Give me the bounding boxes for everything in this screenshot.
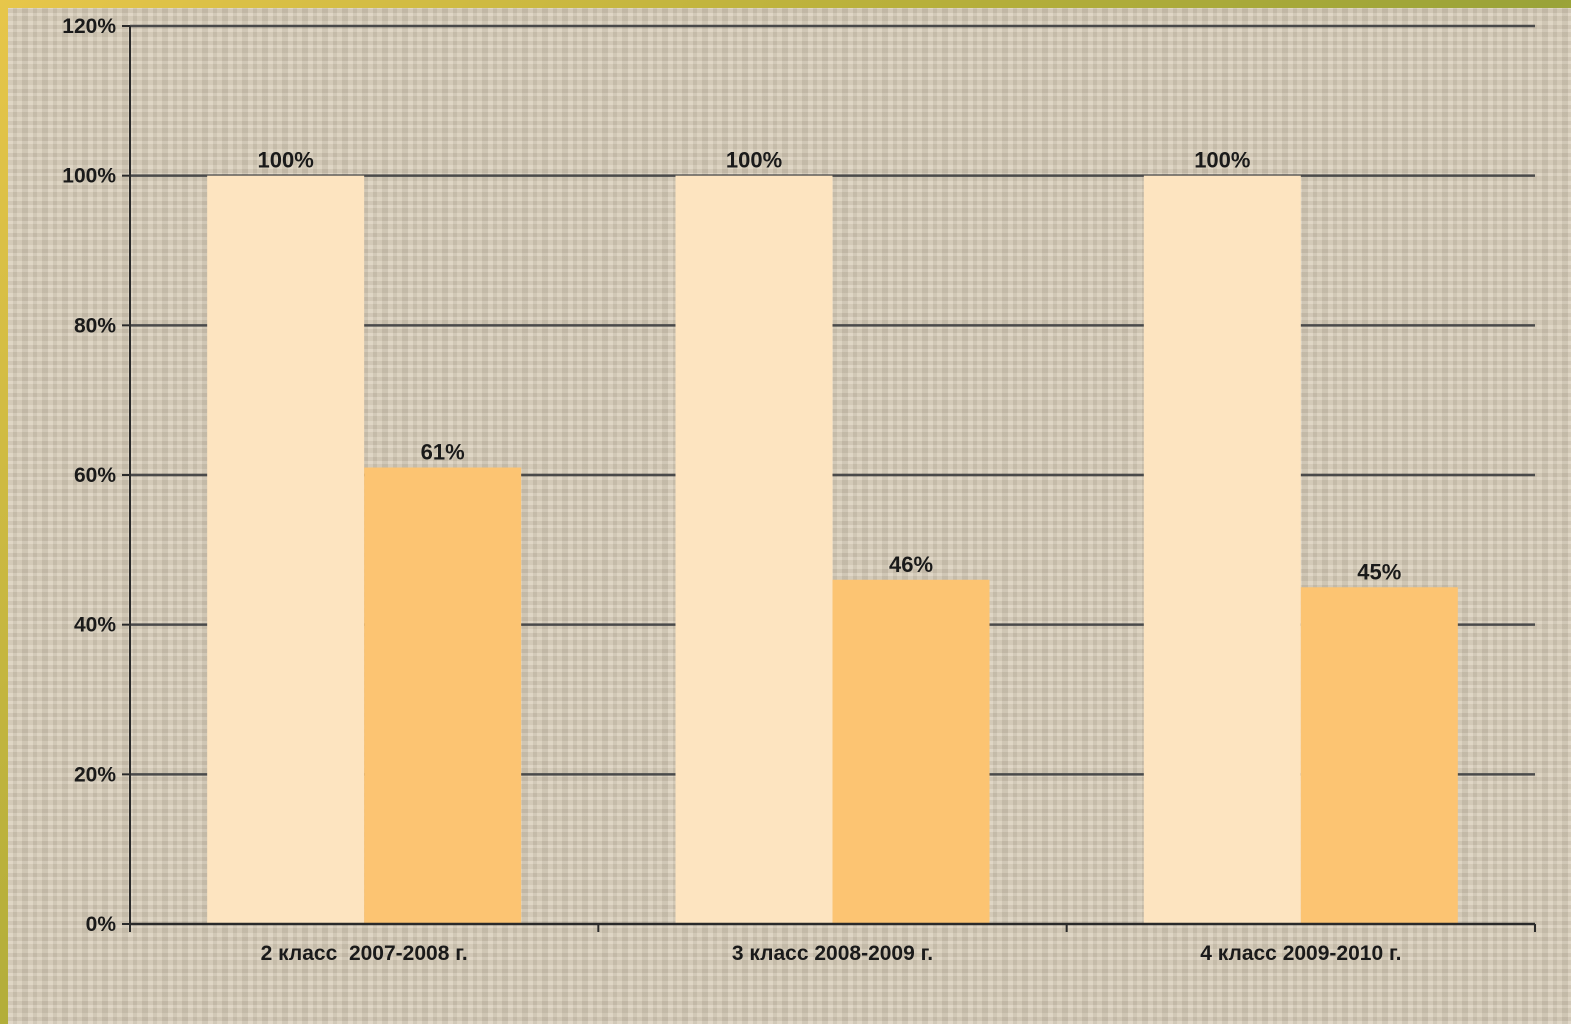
data-label: 46%	[889, 552, 933, 577]
y-tick-labels: 0% 20% 40% 60% 80% 100% 120%	[62, 15, 116, 936]
bar	[675, 175, 833, 924]
x-tick-labels: 2 класс 2007-2008 г. 3 класс 2008-2009 г.…	[261, 942, 1402, 965]
data-labels: 100% 61% 100% 46% 100% 45%	[258, 148, 1402, 585]
axes	[122, 25, 1536, 932]
x-tick-label: 2 класс 2007-2008 г.	[261, 942, 468, 965]
data-label: 100%	[258, 148, 314, 173]
bar	[1143, 175, 1301, 924]
bar	[364, 467, 522, 924]
y-tick-label: 120%	[62, 15, 116, 38]
data-label: 61%	[421, 440, 465, 465]
bar	[207, 175, 365, 924]
data-label: 100%	[1194, 148, 1250, 173]
x-tick-label: 4 класс 2009-2010 г.	[1200, 942, 1401, 965]
y-tick-label: 40%	[74, 614, 116, 637]
x-tick-label: 3 класс 2008-2009 г.	[732, 942, 933, 965]
bar	[1300, 587, 1458, 924]
y-tick-label: 80%	[74, 314, 116, 337]
y-tick-label: 60%	[74, 464, 116, 487]
bars	[207, 175, 1458, 924]
y-tick-label: 100%	[62, 165, 116, 188]
y-tick-label: 0%	[86, 913, 117, 936]
bar	[832, 579, 990, 924]
data-label: 100%	[726, 148, 782, 173]
data-label: 45%	[1357, 559, 1401, 584]
y-tick-label: 20%	[74, 763, 116, 786]
